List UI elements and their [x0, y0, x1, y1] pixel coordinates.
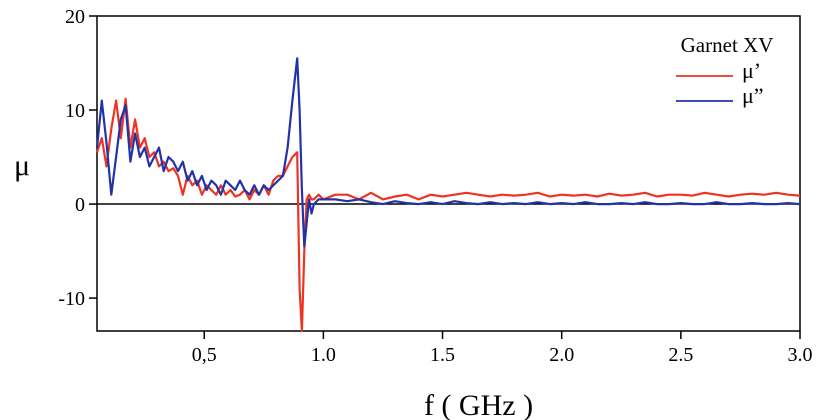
legend-label-1: μ’ [742, 58, 761, 83]
plot-border [96, 15, 801, 332]
y-tick-label: -10 [58, 288, 85, 310]
y-tick-label: 20 [65, 6, 85, 28]
y-axis-ticks: 20 10 0 -10 [58, 6, 97, 310]
series-lines [95, 57, 801, 333]
x-tick-label: 1.0 [311, 344, 336, 366]
x-tick-label: 3.0 [788, 344, 813, 366]
x-axis-title: f ( GHz ) [424, 389, 533, 420]
x-tick-label: 1.5 [430, 344, 455, 366]
y-axis-title: μ [14, 149, 30, 182]
y-tick-label: 10 [65, 100, 85, 122]
y-tick-label: 0 [75, 194, 85, 216]
series-line-2 [95, 57, 801, 248]
x-tick-label: 2.0 [549, 344, 574, 366]
legend-label-2: μ” [742, 83, 764, 108]
legend-title: Garnet XV [681, 33, 774, 57]
x-axis-ticks: 0,5 1.0 1.5 2.0 2.5 3.0 [192, 331, 813, 366]
legend: Garnet XV μ’μ” [676, 33, 773, 108]
x-tick-label: 0,5 [192, 344, 217, 366]
series-line-1 [95, 97, 801, 333]
x-tick-label: 2.5 [668, 344, 693, 366]
plot-frame [96, 15, 801, 332]
